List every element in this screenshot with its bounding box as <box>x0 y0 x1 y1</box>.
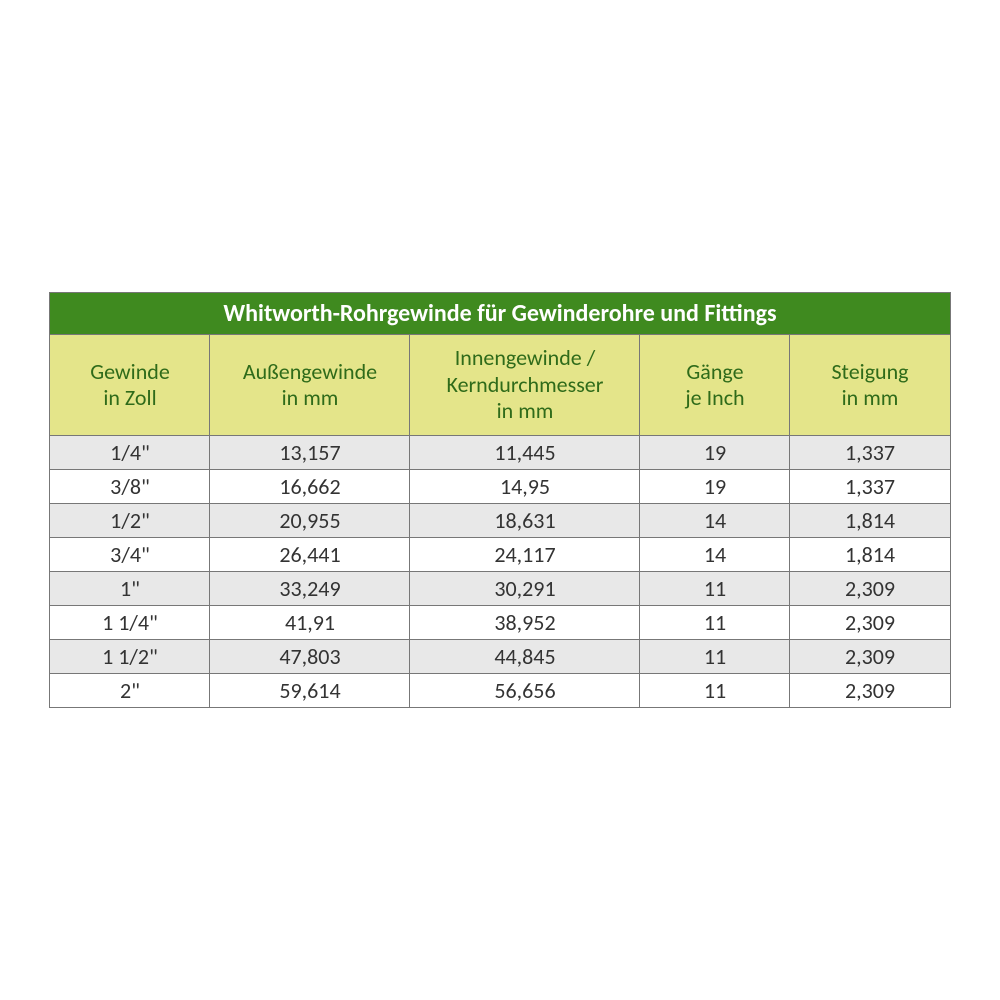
col-header-innengewinde: Innengewinde / Kerndurchmesser in mm <box>410 335 640 435</box>
cell: 1/4" <box>50 435 210 469</box>
cell: 1,814 <box>790 503 950 537</box>
col-header-line: Kerndurchmesser <box>447 371 604 398</box>
table-row: 1/2" 20,955 18,631 14 1,814 <box>50 503 950 537</box>
cell: 2" <box>50 673 210 707</box>
col-header-steigung: Steigung in mm <box>790 335 950 435</box>
cell: 1,337 <box>790 469 950 503</box>
cell: 2,309 <box>790 673 950 707</box>
cell: 1,337 <box>790 435 950 469</box>
cell: 30,291 <box>410 571 640 605</box>
col-header-line: in mm <box>842 384 899 411</box>
cell: 24,117 <box>410 537 640 571</box>
col-header-line: in Zoll <box>103 384 156 411</box>
col-header-line: Außengewinde <box>243 358 377 385</box>
cell: 14 <box>640 537 790 571</box>
cell: 41,91 <box>210 605 410 639</box>
whitworth-table: Whitworth-Rohrgewinde für Gewinderohre u… <box>49 292 950 707</box>
col-header-line: Gänge <box>686 358 743 385</box>
cell: 11 <box>640 673 790 707</box>
cell: 14,95 <box>410 469 640 503</box>
cell: 44,845 <box>410 639 640 673</box>
cell: 2,309 <box>790 605 950 639</box>
cell: 11 <box>640 605 790 639</box>
col-header-aussengewinde: Außengewinde in mm <box>210 335 410 435</box>
cell: 1/2" <box>50 503 210 537</box>
table-row: 3/4" 26,441 24,117 14 1,814 <box>50 537 950 571</box>
cell: 1" <box>50 571 210 605</box>
cell: 1 1/2" <box>50 639 210 673</box>
cell: 26,441 <box>210 537 410 571</box>
col-header-line: Steigung <box>831 358 908 385</box>
table-row: 2" 59,614 56,656 11 2,309 <box>50 673 950 707</box>
cell: 11,445 <box>410 435 640 469</box>
col-header-line: in mm <box>282 384 339 411</box>
cell: 13,157 <box>210 435 410 469</box>
cell: 47,803 <box>210 639 410 673</box>
col-header-line: je Inch <box>685 384 744 411</box>
cell: 19 <box>640 435 790 469</box>
table-row: 3/8" 16,662 14,95 19 1,337 <box>50 469 950 503</box>
cell: 19 <box>640 469 790 503</box>
table-row: 1" 33,249 30,291 11 2,309 <box>50 571 950 605</box>
cell: 56,656 <box>410 673 640 707</box>
col-header-line: Innengewinde / <box>455 344 596 371</box>
cell: 2,309 <box>790 571 950 605</box>
cell: 14 <box>640 503 790 537</box>
table-title: Whitworth-Rohrgewinde für Gewinderohre u… <box>50 293 950 335</box>
cell: 3/4" <box>50 537 210 571</box>
table-row: 1 1/2" 47,803 44,845 11 2,309 <box>50 639 950 673</box>
cell: 3/8" <box>50 469 210 503</box>
cell: 20,955 <box>210 503 410 537</box>
cell: 59,614 <box>210 673 410 707</box>
cell: 1 1/4" <box>50 605 210 639</box>
cell: 18,631 <box>410 503 640 537</box>
cell: 38,952 <box>410 605 640 639</box>
cell: 33,249 <box>210 571 410 605</box>
col-header-line: Gewinde <box>90 358 170 385</box>
table-row: 1 1/4" 41,91 38,952 11 2,309 <box>50 605 950 639</box>
cell: 2,309 <box>790 639 950 673</box>
cell: 11 <box>640 571 790 605</box>
col-header-line: in mm <box>497 397 554 424</box>
cell: 11 <box>640 639 790 673</box>
table-row: 1/4" 13,157 11,445 19 1,337 <box>50 435 950 469</box>
col-header-gaenge: Gänge je Inch <box>640 335 790 435</box>
cell: 16,662 <box>210 469 410 503</box>
col-header-gewinde: Gewinde in Zoll <box>50 335 210 435</box>
cell: 1,814 <box>790 537 950 571</box>
